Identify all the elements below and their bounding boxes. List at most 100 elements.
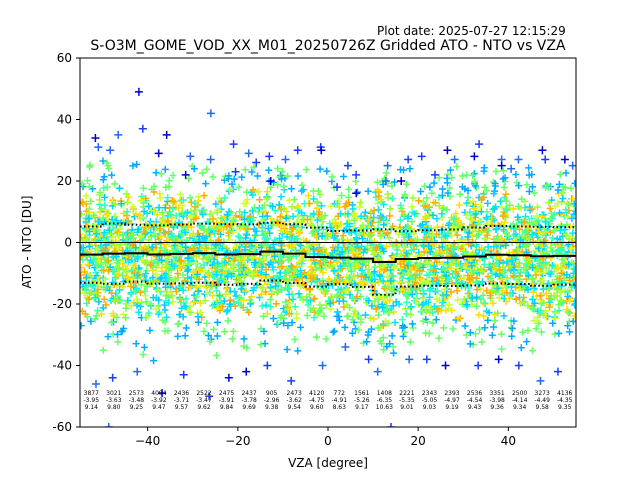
scatter-point bbox=[157, 232, 165, 240]
scatter-point bbox=[274, 164, 282, 172]
scatter-point bbox=[329, 328, 337, 336]
scatter-point bbox=[373, 367, 382, 376]
scatter-point bbox=[282, 207, 290, 215]
scatter-point bbox=[470, 152, 479, 161]
bin-median-label: -4.91 bbox=[332, 397, 348, 404]
scatter-point bbox=[83, 234, 91, 242]
scatter-point bbox=[114, 270, 122, 278]
scatter-point bbox=[219, 269, 227, 277]
scatter-point bbox=[99, 157, 107, 165]
bin-count-label: 4120 bbox=[309, 390, 324, 397]
scatter-point bbox=[177, 257, 185, 265]
scatter-point bbox=[145, 202, 153, 210]
scatter-point bbox=[322, 335, 330, 343]
scatter-point bbox=[429, 319, 437, 327]
scatter-point bbox=[80, 271, 85, 279]
bin-median-label: -4.49 bbox=[534, 397, 550, 404]
scatter-point bbox=[222, 264, 230, 272]
scatter-point bbox=[256, 196, 264, 204]
scatter-point bbox=[167, 211, 175, 219]
scatter-point bbox=[246, 296, 254, 304]
scatter-point bbox=[284, 172, 292, 180]
bin-median-label: -5.26 bbox=[354, 397, 370, 404]
scatter-point bbox=[266, 177, 275, 185]
scatter-point bbox=[259, 284, 267, 292]
scatter-point bbox=[277, 193, 285, 201]
scatter-point bbox=[87, 242, 95, 250]
scatter-point bbox=[514, 361, 523, 370]
scatter-point bbox=[161, 246, 169, 254]
scatter-point bbox=[155, 310, 163, 318]
x-axis-label: VZA [degree] bbox=[288, 456, 368, 470]
scatter-point bbox=[258, 204, 266, 212]
scatter-point bbox=[403, 298, 411, 306]
scatter-point bbox=[453, 163, 461, 171]
bin-sigma-label: 9.35 bbox=[558, 404, 572, 411]
scatter-point bbox=[197, 222, 205, 230]
bin-median-label: -4.75 bbox=[309, 397, 325, 404]
scatter-point bbox=[136, 211, 144, 219]
bin-sigma-label: 9.01 bbox=[400, 404, 414, 411]
scatter-point bbox=[155, 204, 163, 212]
scatter-point bbox=[99, 304, 107, 312]
scatter-point bbox=[512, 295, 520, 303]
scatter-point bbox=[90, 294, 98, 302]
scatter-point bbox=[563, 199, 571, 207]
scatter-point bbox=[182, 243, 190, 251]
scatter-point bbox=[500, 183, 508, 191]
scatter-point bbox=[139, 351, 147, 359]
bin-count-label: 3877 bbox=[84, 390, 99, 397]
scatter-point bbox=[152, 270, 160, 278]
scatter-point bbox=[88, 280, 96, 288]
scatter-point bbox=[189, 230, 197, 238]
scatter-point bbox=[92, 230, 100, 238]
scatter-point bbox=[384, 190, 392, 198]
scatter-point bbox=[195, 197, 203, 205]
scatter-point bbox=[243, 196, 251, 204]
scatter-point bbox=[213, 208, 221, 216]
scatter-point bbox=[433, 215, 441, 223]
scatter-point bbox=[228, 259, 236, 267]
scatter-point bbox=[555, 329, 563, 337]
scatter-point bbox=[122, 190, 130, 198]
scatter-point bbox=[248, 254, 256, 262]
scatter-point bbox=[250, 163, 258, 171]
scatter-point bbox=[277, 240, 285, 248]
scatter-point bbox=[258, 263, 266, 271]
scatter-point bbox=[260, 256, 268, 264]
scatter-point bbox=[226, 300, 234, 308]
scatter-point bbox=[272, 300, 280, 308]
scatter-point bbox=[87, 317, 95, 325]
scatter-point bbox=[275, 201, 283, 209]
scatter-point bbox=[116, 286, 124, 294]
scatter-point bbox=[238, 173, 246, 181]
scatter-point bbox=[164, 327, 172, 335]
scatter-point bbox=[352, 170, 361, 179]
scatter-point bbox=[123, 262, 131, 270]
scatter-point bbox=[245, 308, 253, 316]
scatter-point bbox=[228, 218, 236, 226]
scatter-point bbox=[268, 288, 276, 296]
scatter-point bbox=[349, 205, 357, 213]
bin-median-label: -3.95 bbox=[84, 397, 100, 404]
scatter-point bbox=[265, 166, 273, 174]
scatter-point bbox=[196, 309, 204, 317]
bin-sigma-label: 9.14 bbox=[85, 404, 99, 411]
scatter-point bbox=[142, 270, 150, 278]
scatter-point bbox=[154, 286, 162, 294]
scatter-point bbox=[179, 286, 187, 294]
scatter-point bbox=[289, 213, 297, 221]
scatter-point bbox=[101, 254, 109, 262]
scatter-point bbox=[267, 183, 275, 191]
scatter-point bbox=[84, 261, 92, 269]
bin-sigma-label: 9.03 bbox=[423, 404, 437, 411]
scatter-point bbox=[269, 202, 277, 210]
scatter-point bbox=[406, 165, 414, 173]
scatter-point bbox=[174, 269, 182, 277]
scatter-point bbox=[132, 210, 140, 218]
scatter-point bbox=[524, 327, 532, 335]
scatter-point bbox=[243, 344, 251, 352]
scatter-point bbox=[261, 207, 269, 215]
scatter-point bbox=[310, 295, 318, 303]
